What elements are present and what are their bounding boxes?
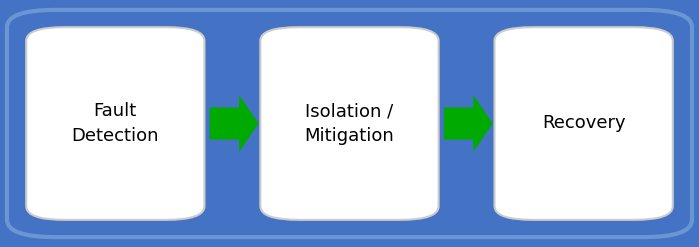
- FancyBboxPatch shape: [495, 27, 672, 220]
- FancyBboxPatch shape: [7, 10, 692, 237]
- FancyBboxPatch shape: [260, 27, 439, 220]
- Text: Isolation /
Mitigation: Isolation / Mitigation: [305, 102, 394, 145]
- Text: Fault
Detection: Fault Detection: [71, 102, 159, 145]
- Polygon shape: [444, 95, 493, 152]
- Text: Recovery: Recovery: [542, 115, 626, 132]
- FancyBboxPatch shape: [27, 27, 204, 220]
- Polygon shape: [210, 95, 259, 152]
